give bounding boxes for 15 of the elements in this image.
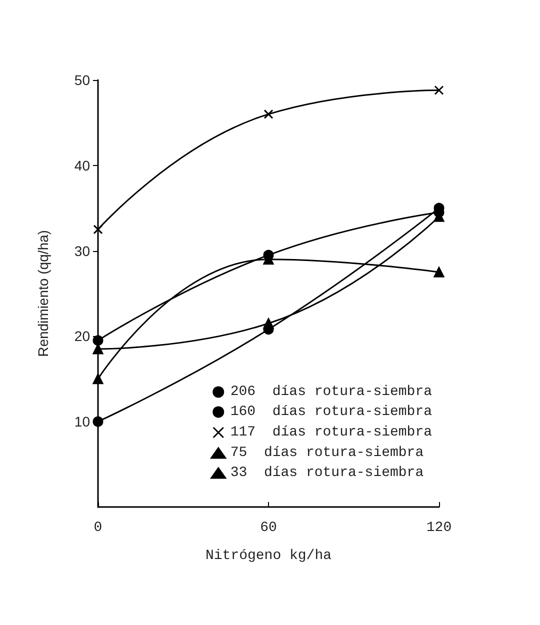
x-axis-title: Nitrógeno kg/ha [205, 548, 332, 564]
legend-label: 33 días rotura-siembra [230, 465, 424, 481]
y-axis-title: Rendimiento (qq/ha) [35, 230, 51, 357]
x-tick-label: 60 [260, 520, 277, 536]
y-tick-label: 10 [74, 414, 90, 430]
x-tick-label: 120 [426, 520, 452, 536]
legend-label: 160 días rotura-siembra [230, 404, 432, 420]
y-tick-label: 20 [74, 328, 90, 344]
x-tick-label: 0 [94, 520, 102, 536]
legend-label: 117 días rotura-siembra [230, 424, 432, 440]
legend-label: 206 días rotura-siembra [230, 384, 432, 400]
legend-label: 75 días rotura-siembra [230, 445, 424, 461]
y-tick-label: 30 [74, 242, 90, 259]
y-tick-label: 50 [74, 72, 90, 88]
y-tick-label: 40 [74, 157, 90, 174]
